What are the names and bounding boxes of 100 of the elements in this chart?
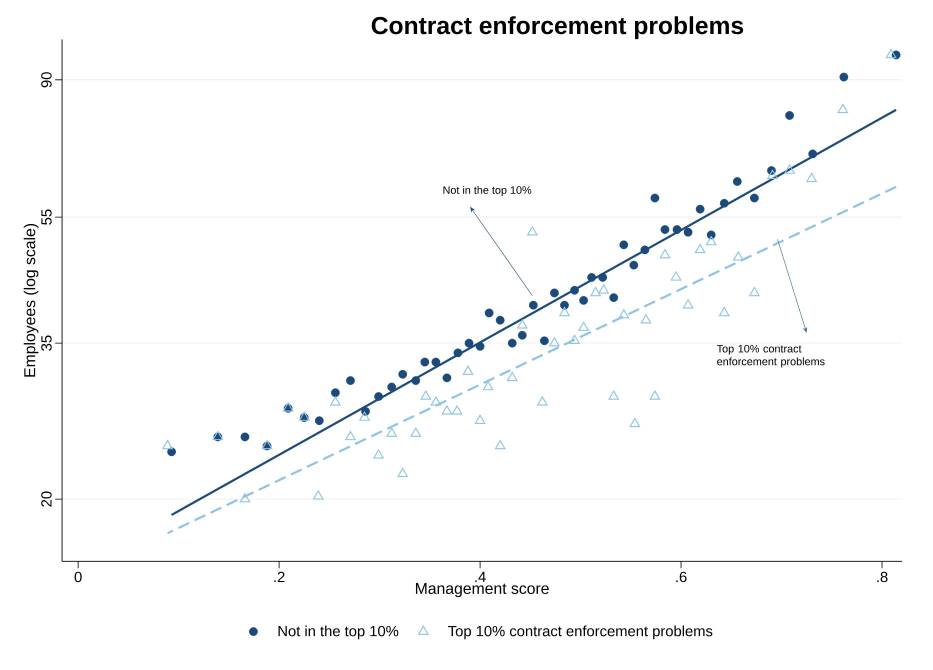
point <box>240 493 250 502</box>
point <box>640 314 652 324</box>
point <box>587 273 596 282</box>
annotation: Not in the top 10% <box>443 186 532 196</box>
point <box>474 414 486 424</box>
point <box>314 416 324 426</box>
point <box>549 337 560 346</box>
point <box>640 246 650 254</box>
point <box>706 236 716 246</box>
point <box>694 244 706 254</box>
point <box>550 288 559 298</box>
point <box>630 418 640 428</box>
point <box>719 306 730 316</box>
point <box>240 432 250 442</box>
y-tick-label: 90 <box>41 72 52 88</box>
point <box>650 194 660 202</box>
point <box>660 249 670 258</box>
legend-label: Not in the top 10% <box>278 625 398 640</box>
point <box>346 376 355 385</box>
point <box>464 338 474 348</box>
point <box>452 405 462 415</box>
point <box>808 150 818 158</box>
point <box>386 428 397 437</box>
point <box>696 204 704 214</box>
point <box>373 449 384 459</box>
point <box>442 373 452 382</box>
x-tick-label: .8 <box>877 572 888 582</box>
annotation: Top 10% contract enforcement problems <box>716 344 825 368</box>
point <box>420 358 430 366</box>
point <box>785 111 794 120</box>
point <box>482 381 494 390</box>
point <box>609 293 618 302</box>
point <box>496 316 505 325</box>
point <box>527 226 538 236</box>
point <box>506 372 518 382</box>
point <box>484 308 494 318</box>
point <box>420 390 432 400</box>
point <box>517 319 528 329</box>
point <box>397 468 408 478</box>
point <box>560 300 569 310</box>
point <box>559 306 570 316</box>
point <box>359 412 370 421</box>
point <box>540 336 549 346</box>
point <box>411 376 420 385</box>
x-tick-label: 0 <box>74 572 82 582</box>
point <box>167 447 176 456</box>
point <box>454 348 462 358</box>
point <box>619 240 628 250</box>
point <box>442 405 452 415</box>
point <box>313 490 324 500</box>
x-tick-label: .4 <box>475 572 486 582</box>
point <box>618 309 630 318</box>
point <box>345 430 356 440</box>
point <box>430 396 442 406</box>
point <box>570 286 579 295</box>
point <box>733 251 744 261</box>
point <box>569 334 580 344</box>
point <box>660 225 670 234</box>
point <box>682 299 694 308</box>
point <box>462 366 474 375</box>
point <box>330 396 341 406</box>
point <box>750 194 759 202</box>
point <box>650 390 660 400</box>
point <box>518 330 527 340</box>
point <box>410 428 422 437</box>
point <box>720 198 729 208</box>
point <box>494 440 506 450</box>
point <box>476 342 484 351</box>
point <box>784 164 795 174</box>
point <box>749 286 760 296</box>
point <box>767 170 778 179</box>
chart-title: Contract enforcement problems <box>372 16 744 40</box>
y-axis-title: Employees (log scale) <box>24 224 38 377</box>
point <box>670 271 682 281</box>
point <box>684 228 692 237</box>
y-tick-label: 20 <box>41 491 52 507</box>
point <box>838 104 848 114</box>
point <box>162 440 173 450</box>
point <box>374 392 383 401</box>
x-tick-label: .2 <box>274 572 285 582</box>
point <box>672 225 682 234</box>
point <box>598 273 608 282</box>
point <box>806 172 817 182</box>
point <box>886 48 896 58</box>
x-tick-label: .6 <box>676 572 687 582</box>
point <box>629 260 638 270</box>
point <box>598 284 609 294</box>
x-axis-title: Management score <box>416 583 549 598</box>
point <box>398 370 408 379</box>
point <box>537 396 548 406</box>
y-tick-label: 55 <box>41 210 52 225</box>
point <box>578 322 589 331</box>
y-tick-label: 35 <box>41 336 52 351</box>
point <box>528 300 538 310</box>
legend-label: Top 10% contract enforcement problems <box>448 625 712 640</box>
point <box>387 382 396 392</box>
point <box>508 338 517 348</box>
point <box>331 388 340 398</box>
point <box>432 358 440 366</box>
point <box>839 72 848 82</box>
